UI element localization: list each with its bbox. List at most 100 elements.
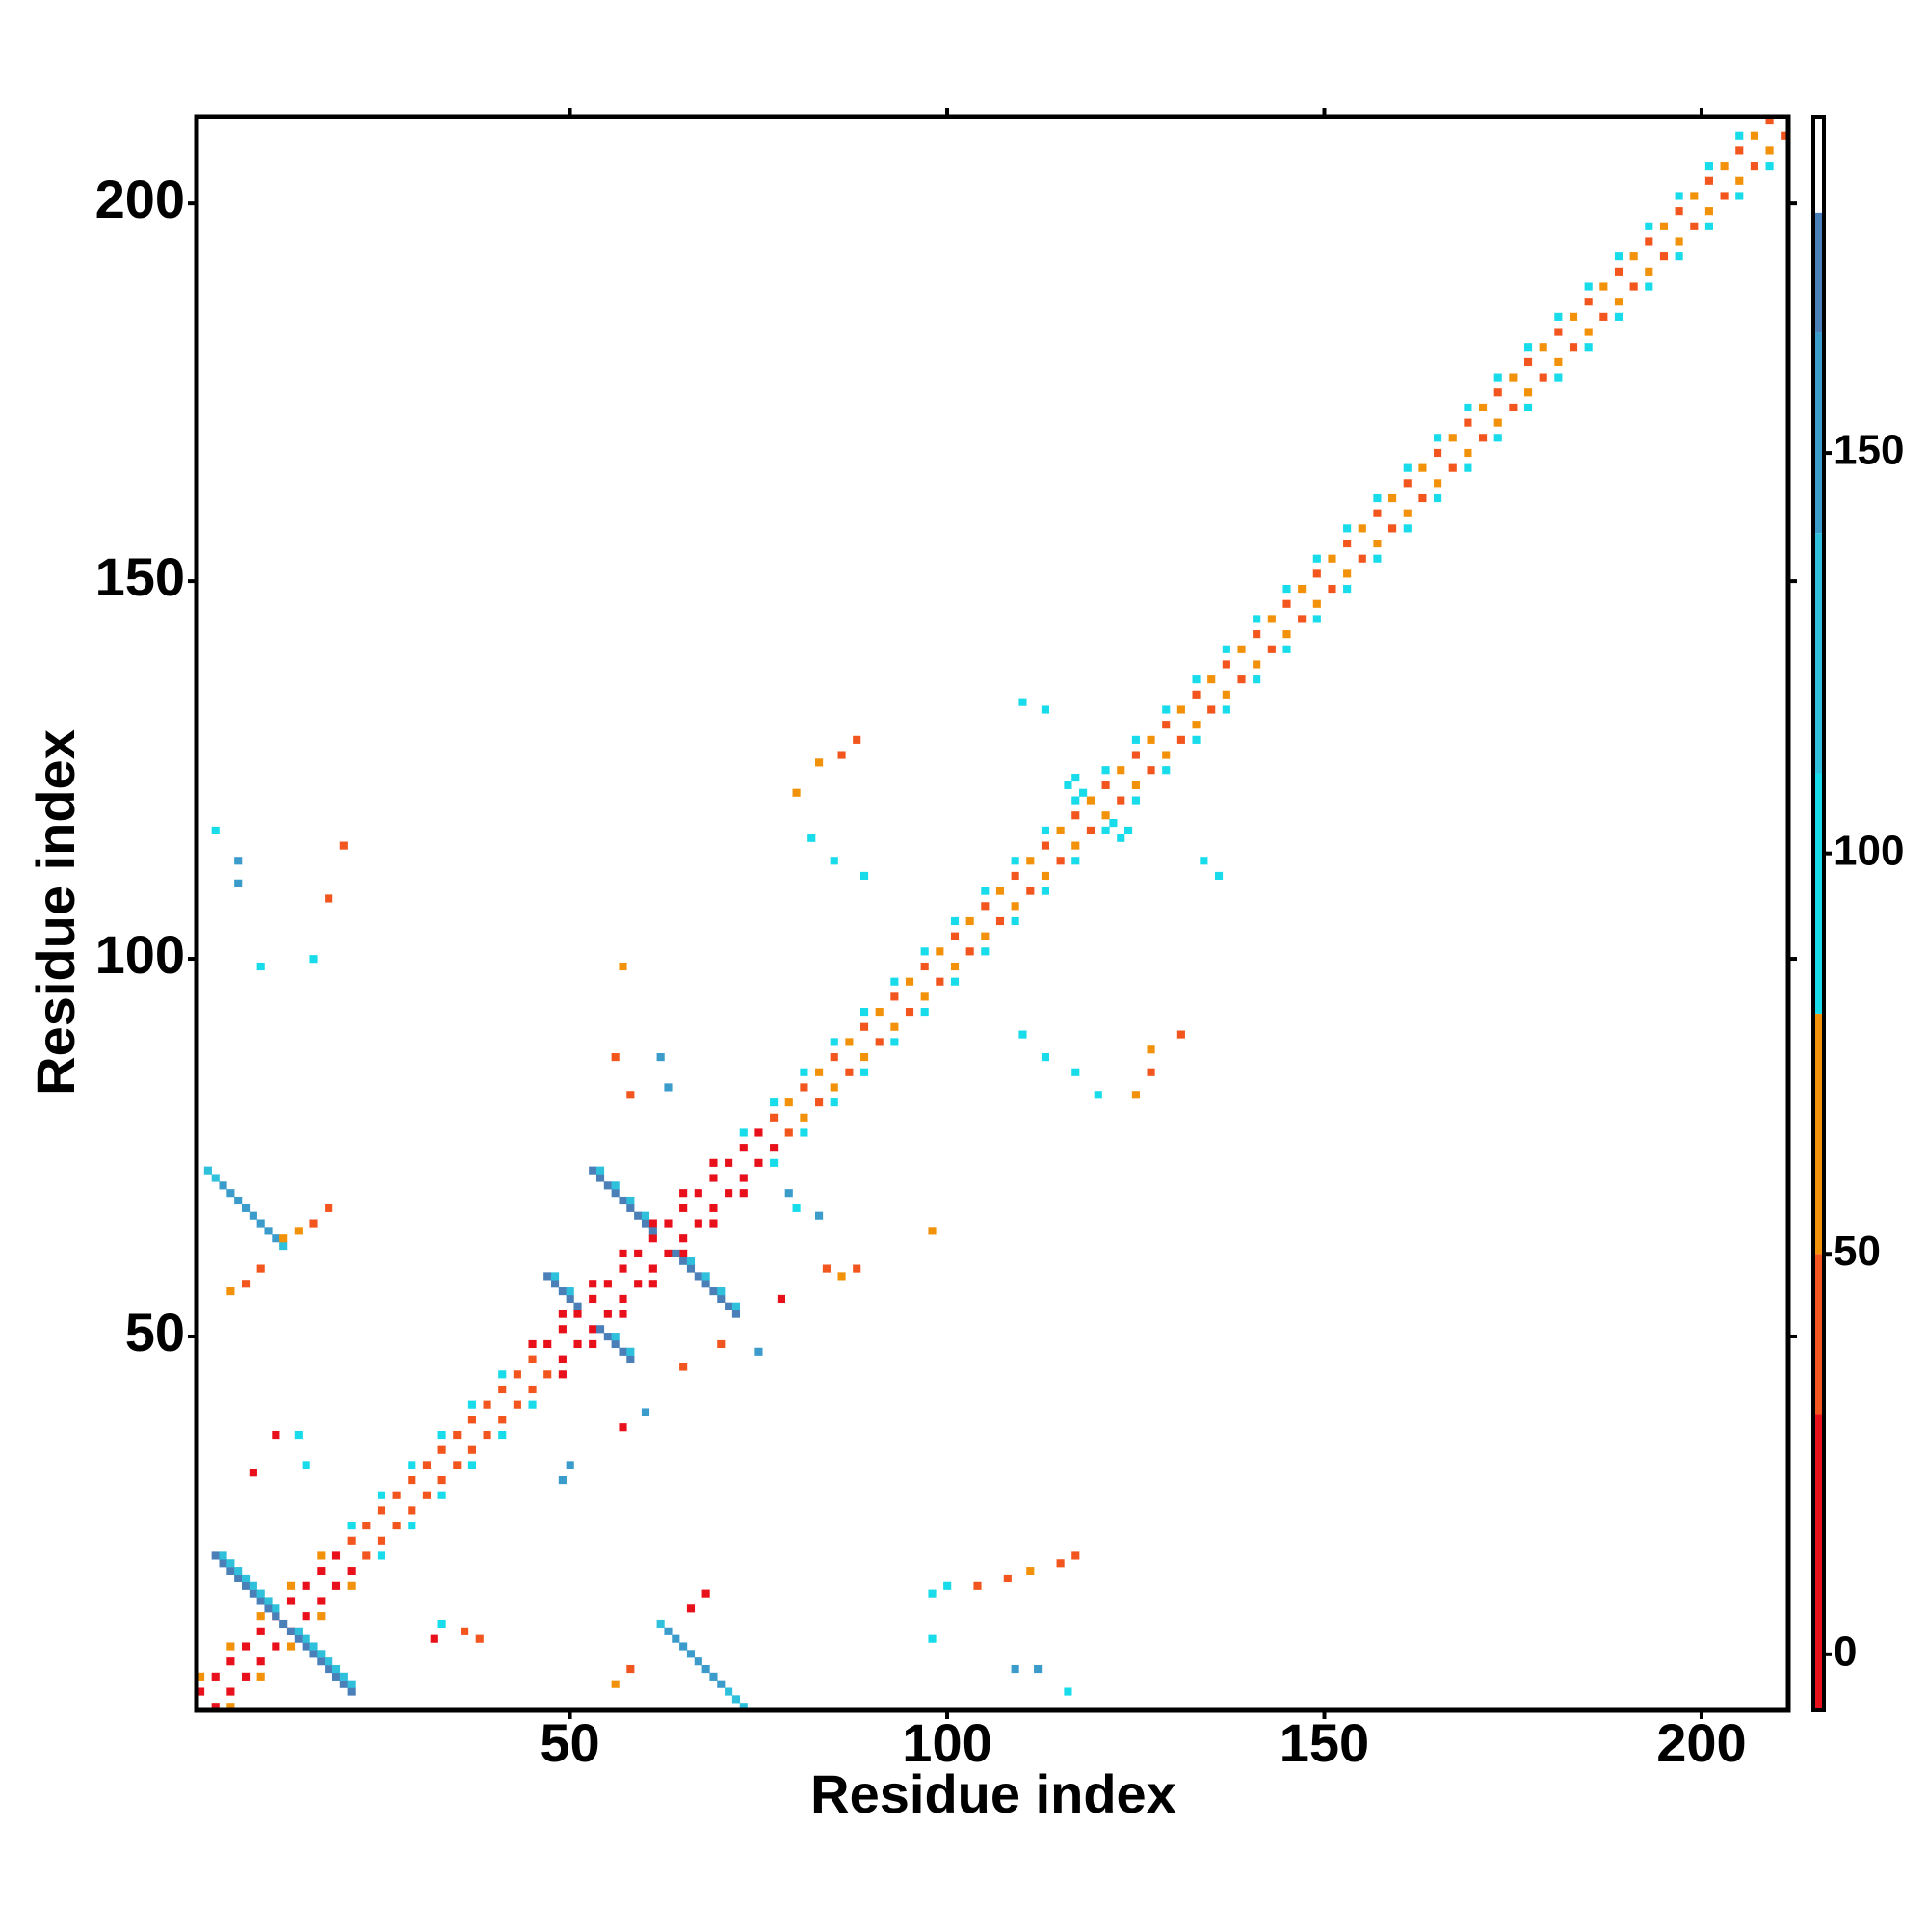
heatmap-cell	[1735, 146, 1744, 155]
heatmap-cell	[619, 1196, 627, 1205]
heatmap-cell	[513, 1400, 521, 1409]
heatmap-cell	[1131, 735, 1140, 744]
heatmap-cell	[1434, 448, 1442, 458]
heatmap-cell	[1176, 1030, 1185, 1039]
heatmap-cell	[1403, 463, 1412, 472]
heatmap-cell	[241, 1280, 251, 1288]
heatmap-cell	[800, 1113, 808, 1122]
heatmap-cell	[664, 1249, 673, 1257]
heatmap-cell	[226, 1642, 235, 1651]
heatmap-cell	[626, 1196, 635, 1205]
heatmap-cell	[1373, 509, 1382, 517]
heatmap-cell	[595, 1325, 605, 1334]
heatmap-cell	[1464, 403, 1472, 412]
heatmap-cell	[1071, 796, 1080, 805]
heatmap-cell	[558, 1370, 567, 1379]
heatmap-cell	[226, 1189, 235, 1198]
heatmap-cell	[1675, 237, 1683, 246]
heatmap-cell	[1599, 312, 1608, 321]
heatmap-cell	[754, 1347, 763, 1356]
heatmap-cell	[1675, 252, 1683, 261]
heatmap-cell	[815, 1068, 824, 1076]
heatmap-cell	[1147, 766, 1155, 775]
heatmap-cell	[717, 1680, 726, 1688]
heatmap-cell	[694, 1657, 702, 1666]
heatmap-cell	[792, 1204, 801, 1212]
heatmap-cell	[641, 1408, 650, 1416]
heatmap-cell	[1026, 887, 1035, 895]
heatmap-cell	[1071, 857, 1080, 865]
heatmap-cell	[626, 1664, 635, 1674]
heatmap-cell	[611, 1339, 620, 1349]
heatmap-cell	[377, 1536, 386, 1545]
heatmap-cell	[1079, 788, 1088, 797]
heatmap-cell	[408, 1522, 416, 1530]
heatmap-cell	[701, 1589, 710, 1598]
heatmap-cell	[461, 1627, 469, 1635]
heatmap-cell	[1464, 463, 1472, 472]
colorbar-segment	[1813, 1254, 1824, 1415]
heatmap-cell	[317, 1551, 326, 1560]
heatmap-cell	[611, 1189, 620, 1198]
heatmap-cell	[256, 1264, 265, 1273]
heatmap-cell	[408, 1506, 416, 1515]
heatmap-cell	[1162, 751, 1171, 759]
heatmap-cell	[928, 1227, 937, 1235]
heatmap-cell	[377, 1506, 386, 1515]
heatmap-cell	[611, 1680, 620, 1688]
heatmap-cell	[1478, 403, 1488, 412]
heatmap-cell	[1011, 871, 1019, 881]
heatmap-cell	[1041, 826, 1050, 834]
heatmap-cell	[279, 1619, 288, 1628]
heatmap-cell	[211, 826, 220, 834]
heatmap-cell	[339, 1672, 348, 1681]
heatmap-cell	[973, 1581, 982, 1590]
heatmap-cell	[853, 735, 861, 744]
heatmap-cell	[709, 1158, 718, 1167]
heatmap-cell	[686, 1650, 696, 1658]
heatmap-cell	[679, 1363, 688, 1371]
heatmap-cell	[1704, 176, 1714, 185]
heatmap-cell	[830, 1098, 838, 1107]
heatmap-cell	[1041, 841, 1050, 850]
heatmap-cell	[241, 1574, 251, 1583]
heatmap-cell	[558, 1287, 567, 1296]
heatmap-cell	[1056, 857, 1065, 865]
heatmap-cell	[965, 947, 974, 956]
heatmap-cell	[256, 1627, 265, 1635]
heatmap-cell	[211, 1551, 220, 1560]
heatmap-cell	[272, 1642, 280, 1651]
heatmap-cell	[1101, 781, 1110, 789]
heatmap-cell	[1523, 343, 1533, 352]
heatmap-cell	[1131, 751, 1140, 759]
heatmap-cell	[1720, 192, 1729, 200]
heatmap-cell	[589, 1325, 597, 1334]
heatmap-cell	[302, 1642, 310, 1651]
heatmap-cell	[1162, 766, 1171, 775]
heatmap-cell	[731, 1695, 741, 1704]
heatmap-cell	[1192, 721, 1201, 729]
heatmap-cell	[725, 1189, 733, 1198]
heatmap-cell	[1659, 252, 1669, 261]
heatmap-cell	[1584, 328, 1593, 336]
heatmap-cell	[234, 1567, 243, 1575]
heatmap-cell	[294, 1627, 303, 1635]
heatmap-cell	[664, 1083, 673, 1092]
heatmap-cell	[648, 1234, 657, 1243]
heatmap-cell	[339, 841, 348, 850]
heatmap-cell	[1675, 192, 1683, 200]
heatmap-cell	[694, 1189, 702, 1198]
heatmap-cell	[1222, 660, 1230, 669]
heatmap-cell	[1373, 554, 1382, 563]
heatmap-cell	[717, 1294, 726, 1304]
heatmap-cell	[611, 1333, 620, 1341]
heatmap-cell	[634, 1211, 643, 1220]
heatmap-cell	[664, 1219, 673, 1228]
heatmap-cell	[294, 1227, 303, 1235]
heatmap-cell	[302, 1581, 310, 1590]
heatmap-cell	[859, 1007, 869, 1017]
heatmap-cell	[634, 1280, 643, 1288]
heatmap-cell	[731, 1302, 741, 1310]
heatmap-cell	[483, 1400, 491, 1409]
heatmap-cell	[1569, 312, 1578, 321]
